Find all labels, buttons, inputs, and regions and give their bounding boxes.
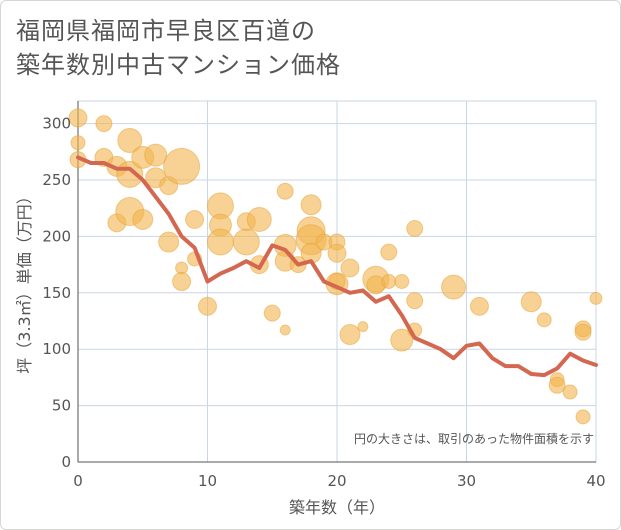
y-tick-label: 50 xyxy=(52,397,71,415)
bubble-point xyxy=(520,291,542,313)
bubble-point xyxy=(198,296,217,316)
bubble-point xyxy=(380,243,398,261)
bubble-point xyxy=(357,321,369,333)
bubble-point xyxy=(562,384,578,400)
bubble-point xyxy=(185,209,205,229)
median-line-series xyxy=(76,155,598,378)
bubble-point xyxy=(469,296,489,316)
bubble-point xyxy=(206,228,234,256)
y-tick-label: 300 xyxy=(42,115,71,133)
bubble-point xyxy=(406,219,424,237)
bubble-point xyxy=(381,274,397,289)
bubble-point xyxy=(575,409,591,425)
bubble-series xyxy=(68,108,603,425)
bubble-point xyxy=(339,324,361,346)
bubble-point xyxy=(144,143,168,167)
x-tick-labels: 0 10 20 30 40 xyxy=(73,472,605,490)
title-line-1: 福岡県福岡市早良区百道の xyxy=(16,17,316,45)
bubble-point xyxy=(95,115,113,133)
bubble-point xyxy=(548,376,566,394)
x-tick-label: 0 xyxy=(73,472,83,490)
bubble-point xyxy=(68,108,88,128)
bubble-point xyxy=(536,312,552,328)
bubble-point xyxy=(276,182,294,200)
y-tick-label: 250 xyxy=(42,171,71,189)
y-tick-label: 0 xyxy=(61,453,71,471)
annotation-text: 円の大きさは、取引のあった物件面積を示す xyxy=(354,431,594,446)
bubble-point xyxy=(300,194,322,216)
bubble-point xyxy=(117,127,143,153)
bubble-point xyxy=(406,292,424,310)
bubble-point xyxy=(232,228,260,256)
bubble-point xyxy=(172,272,192,291)
x-axis-label: 築年数（年） xyxy=(289,498,385,517)
bubble-point xyxy=(589,291,603,305)
bubble-point xyxy=(390,328,414,352)
y-axis-label: 坪（3.3㎡）単価（万円） xyxy=(15,188,34,373)
y-tick-labels: 0 50 100 150 200 250 300 xyxy=(42,115,71,471)
bubble-point xyxy=(574,323,592,341)
bubble-point xyxy=(70,135,86,151)
bubble-point xyxy=(279,324,291,336)
y-tick-label: 150 xyxy=(42,284,71,302)
bubble-point xyxy=(263,304,281,322)
y-tick-label: 100 xyxy=(42,340,71,358)
bubble-point xyxy=(246,206,272,232)
title-line-2: 築年数別中古マンション価格 xyxy=(16,51,341,79)
median-price-line xyxy=(76,155,598,378)
bubble-point xyxy=(158,231,180,253)
x-tick-label: 20 xyxy=(327,472,346,490)
x-tick-label: 30 xyxy=(457,472,476,490)
y-tick-label: 200 xyxy=(42,227,71,245)
x-tick-label: 40 xyxy=(586,472,605,490)
bubble-point xyxy=(327,243,347,263)
bubble-point xyxy=(441,274,467,300)
bubble-point xyxy=(340,258,360,278)
bubble-point xyxy=(163,147,201,185)
bubble-point xyxy=(394,274,410,289)
x-tick-label: 10 xyxy=(198,472,217,490)
chart-title: 福岡県福岡市早良区百道の 築年数別中古マンション価格 xyxy=(16,14,341,82)
bubble-point xyxy=(132,208,154,230)
